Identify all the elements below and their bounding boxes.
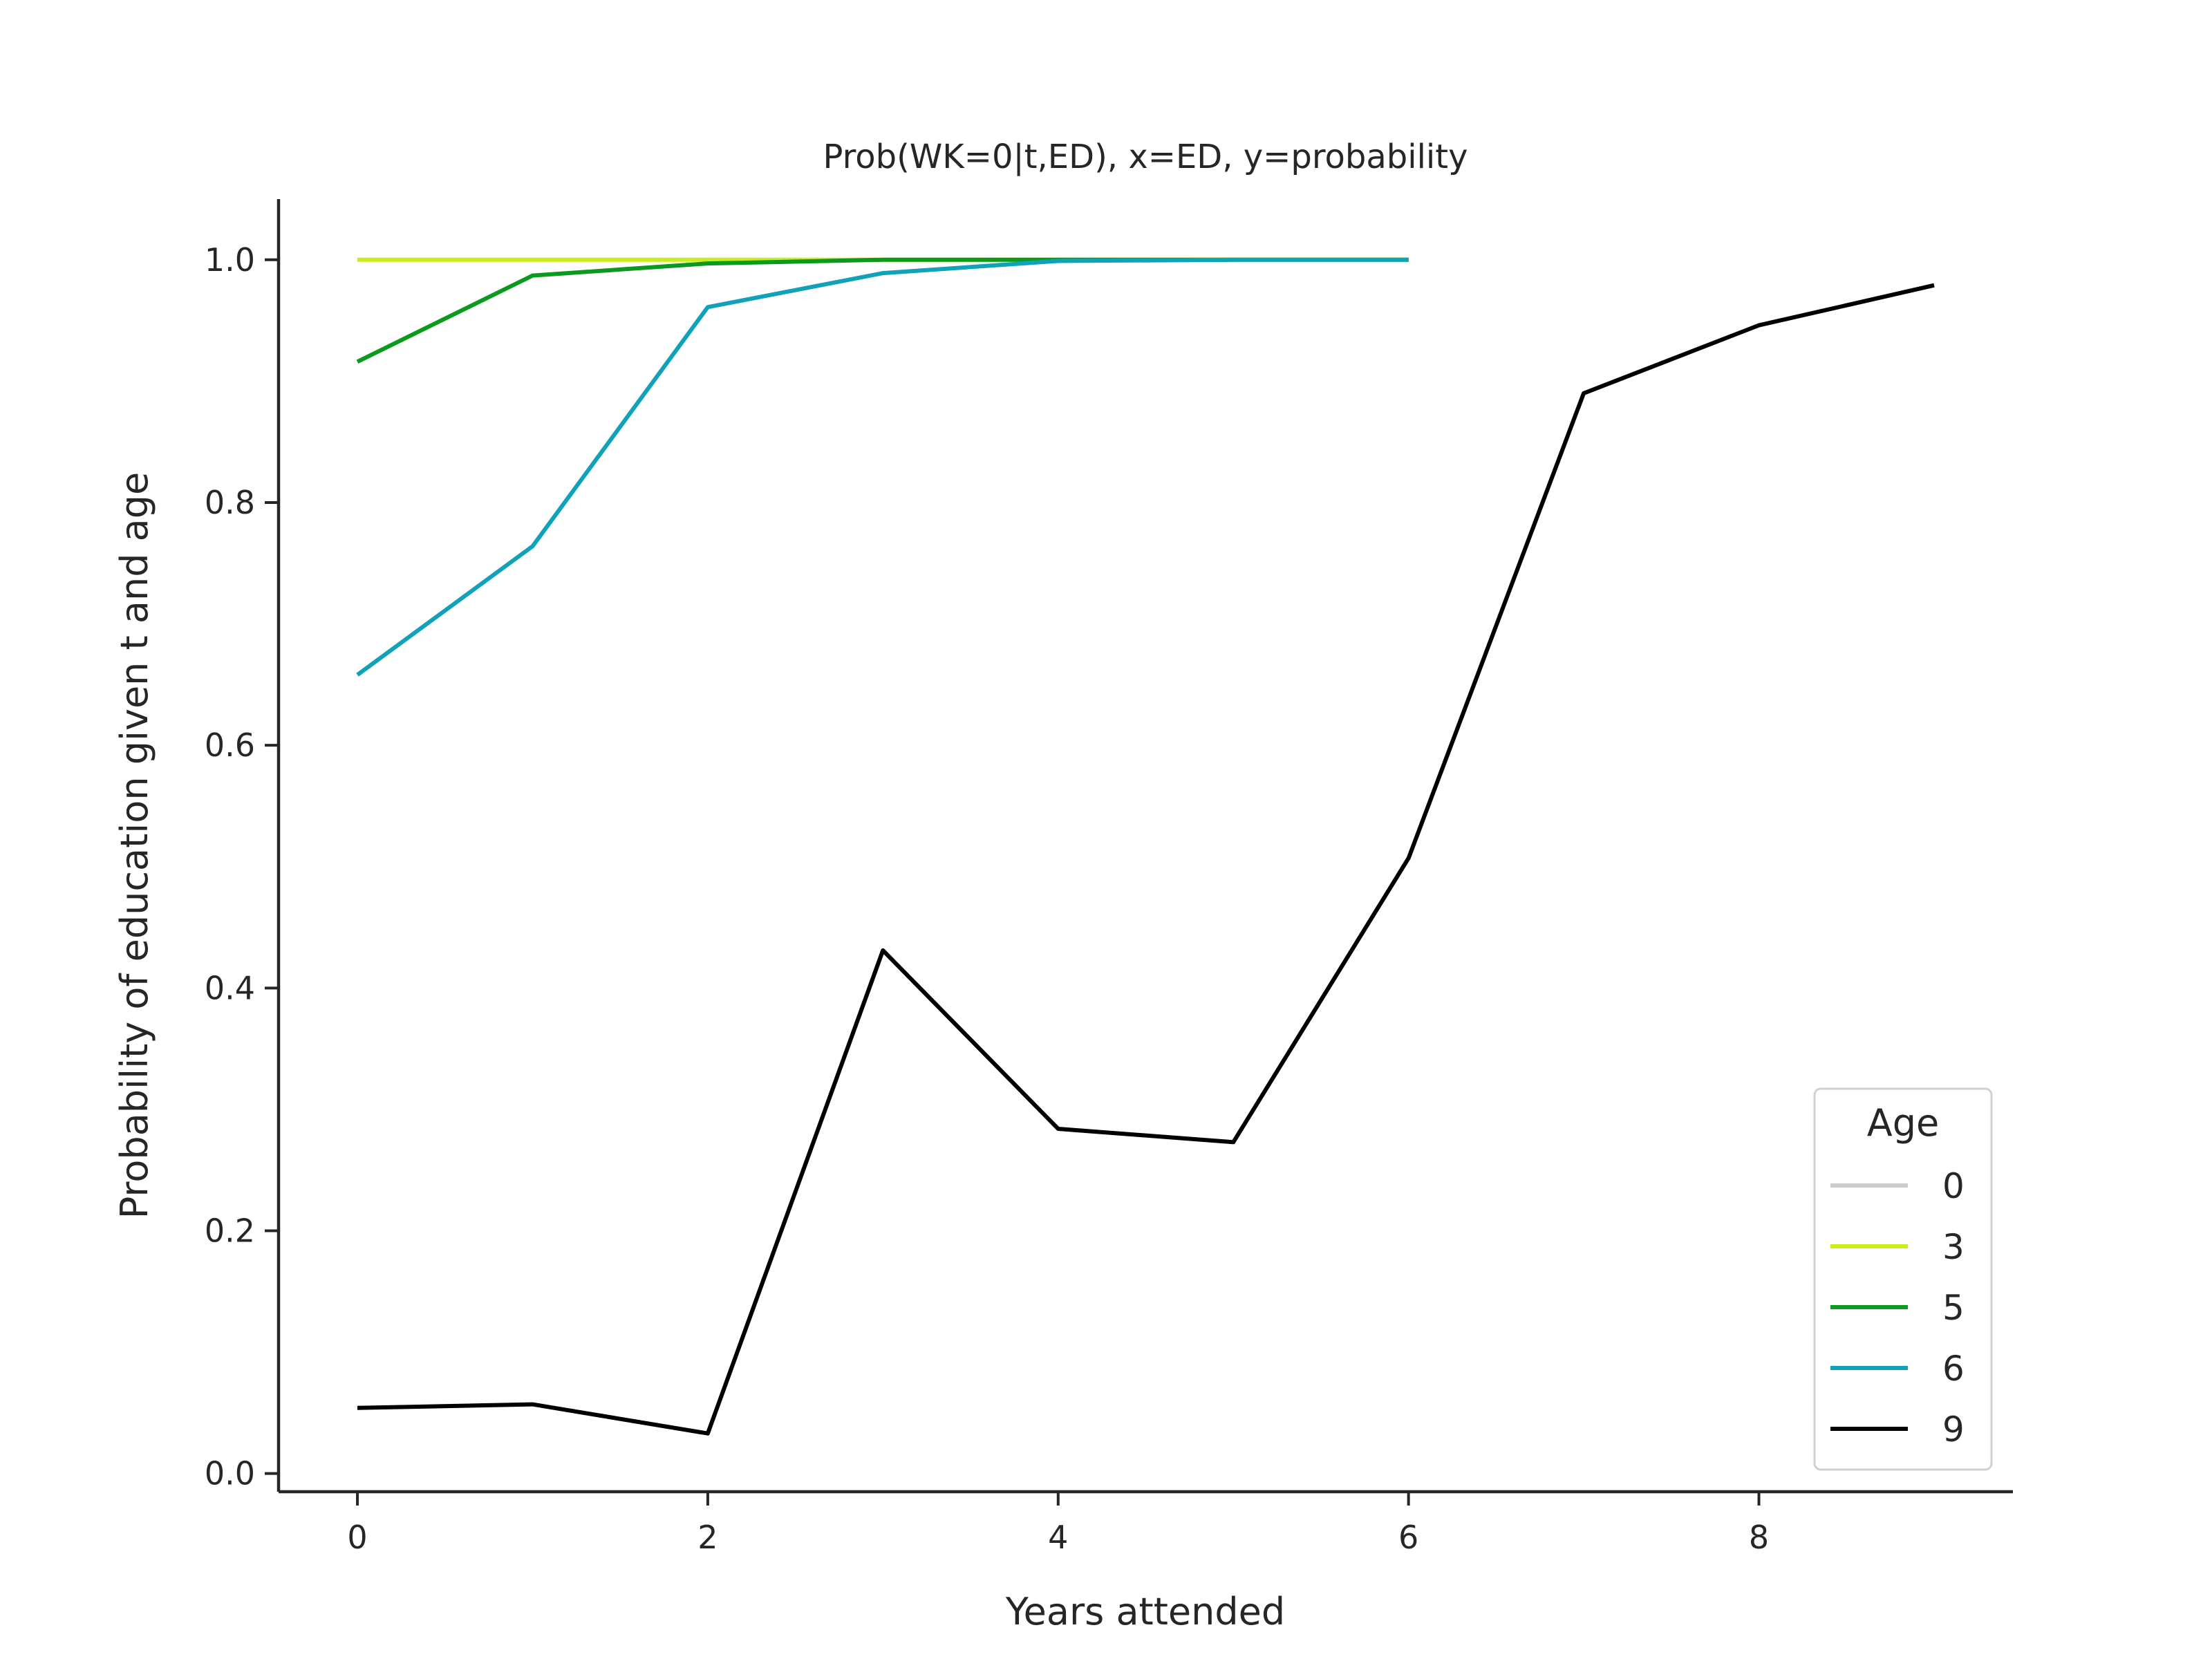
y-tick-label: 0.2 [205, 1212, 255, 1249]
legend-title: Age [1867, 1101, 1939, 1145]
y-axis-label: Probability of education given t and age [113, 472, 156, 1219]
y-tick-label: 0.8 [205, 484, 255, 521]
x-tick-label: 4 [1048, 1519, 1068, 1556]
legend-label-age-3: 3 [1942, 1227, 1965, 1267]
series-line-age-6 [356, 257, 1409, 677]
x-tick-label: 0 [347, 1519, 367, 1556]
x-tick-label: 6 [1398, 1519, 1418, 1556]
x-tick-label: 2 [697, 1519, 718, 1556]
x-axis-label: Years attended [1005, 1590, 1285, 1633]
legend-frame [1813, 1087, 1993, 1471]
y-tick-label: 0.0 [205, 1455, 255, 1492]
chart-title: Prob(WK=0|t,ED), x=ED, y=probability [823, 138, 1468, 176]
legend-label-age-5: 5 [1942, 1288, 1965, 1328]
legend-entries: 0 3 5 6 9 [1830, 1166, 1965, 1450]
legend-label-age-0: 0 [1942, 1166, 1965, 1206]
legend-label-age-9: 9 [1942, 1409, 1965, 1450]
series-layer [356, 257, 1935, 1436]
y-tick-label: 0.4 [205, 969, 255, 1006]
x-tick-label: 8 [1749, 1519, 1769, 1556]
legend: Age 0 3 5 6 9 [1813, 1087, 1993, 1471]
y-axis-ticks: 0.0 0.2 0.4 0.6 0.8 1.0 [205, 241, 279, 1492]
series-line-age-9 [357, 283, 1935, 1436]
plot-area: 0 2 4 6 8 0.0 0.2 0.4 0.6 0.8 1.0 [205, 199, 2013, 1556]
y-tick-label: 0.6 [205, 727, 255, 764]
legend-label-age-6: 6 [1942, 1349, 1965, 1389]
x-axis-ticks: 0 2 4 6 8 [347, 1492, 1769, 1556]
y-tick-label: 1.0 [205, 241, 255, 279]
